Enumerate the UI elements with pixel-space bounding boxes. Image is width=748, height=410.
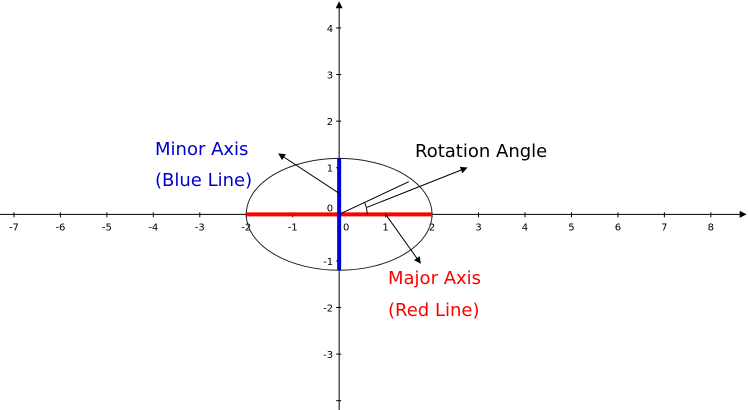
- y-tick-label: 3: [327, 71, 333, 82]
- y-tick-label: 4: [327, 24, 333, 35]
- rotation-ray: [339, 182, 409, 215]
- x-tick-label: -7: [9, 222, 19, 233]
- x-tick-label: -1: [288, 222, 298, 233]
- major-axis-label-line2: (Red Line): [388, 300, 479, 321]
- x-tick-label: -2: [241, 222, 251, 233]
- y-tick-label: -2: [323, 304, 333, 315]
- y-tick-label: -3: [323, 350, 333, 361]
- x-tick-label: 0: [343, 222, 349, 233]
- ellipse-group: [246, 158, 432, 270]
- major-axis-label-line1: Major Axis: [388, 268, 481, 289]
- x-tick-label: 7: [661, 222, 667, 233]
- y-tick-label: 1: [327, 164, 333, 175]
- x-tick-label: 3: [475, 222, 481, 233]
- x-tick-label: -4: [148, 222, 158, 233]
- y-tick-label: -1: [323, 257, 333, 268]
- minor-axis-label-line2: (Blue Line): [155, 170, 252, 191]
- x-tick-label: 4: [522, 222, 528, 233]
- rotation-angle-pointer: [367, 168, 467, 208]
- x-tick-label: -3: [195, 222, 205, 233]
- x-tick-label: 5: [568, 222, 574, 233]
- y-tick-label: 2: [327, 117, 333, 128]
- major-axis-pointer: [386, 214, 421, 263]
- x-tick-label: 6: [615, 222, 621, 233]
- pointer-arrows: [279, 154, 467, 263]
- minor-axis-label-line1: Minor Axis: [155, 139, 248, 160]
- x-tick-label: 8: [708, 222, 714, 233]
- rotation-angle-label: Rotation Angle: [415, 141, 547, 162]
- x-tick-label: -6: [55, 222, 65, 233]
- x-tick-label: 1: [382, 222, 388, 233]
- x-tick-label: -5: [102, 222, 112, 233]
